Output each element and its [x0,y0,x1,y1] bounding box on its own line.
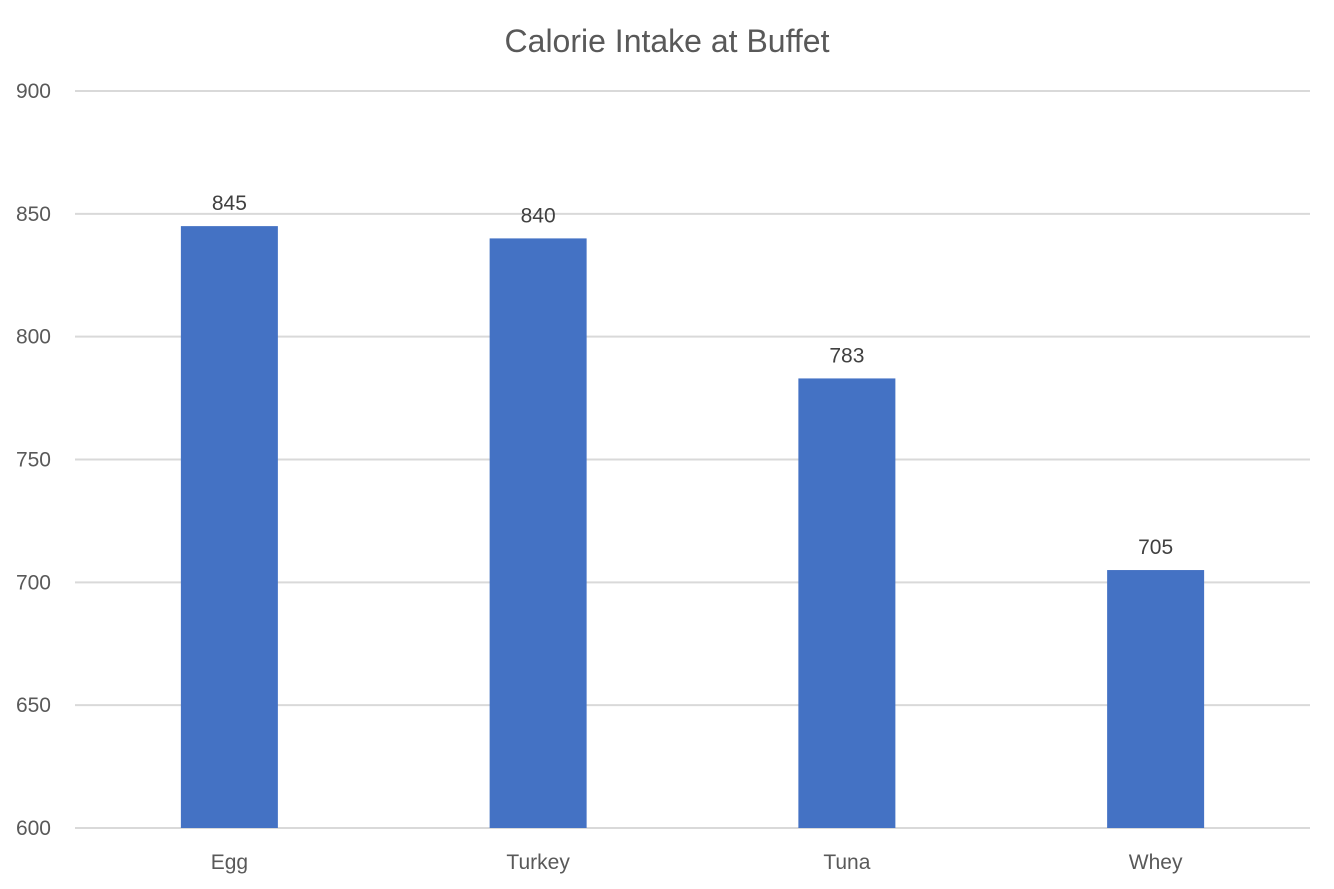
x-tick-label: Whey [1129,851,1183,874]
y-tick-label: 850 [16,203,51,226]
bar-turkey [489,238,587,828]
bar-tuna [798,378,896,828]
x-tick-label: Tuna [823,851,870,874]
x-axis-ticks: Egg Turkey Tuna Whey [211,851,1183,874]
data-label-turkey: 840 [521,204,556,227]
y-tick-label: 700 [16,571,51,594]
gridlines [75,90,1310,829]
data-label-egg: 845 [212,192,247,215]
bars [180,226,1205,828]
chart-title: Calorie Intake at Buffet [505,23,830,59]
y-tick-label: 650 [16,694,51,717]
y-axis-ticks: 600 650 700 750 800 850 900 [16,80,51,840]
x-tick-label: Egg [211,851,248,874]
y-tick-label: 900 [16,80,51,103]
y-tick-label: 750 [16,449,51,472]
y-tick-label: 600 [16,817,51,840]
y-tick-label: 800 [16,326,51,349]
bar-whey [1107,570,1205,828]
data-label-tuna: 783 [829,344,864,367]
data-label-whey: 705 [1138,536,1173,559]
data-labels: 845 840 783 705 [212,192,1173,559]
x-tick-label: Turkey [506,851,570,874]
bar-egg [180,226,278,828]
